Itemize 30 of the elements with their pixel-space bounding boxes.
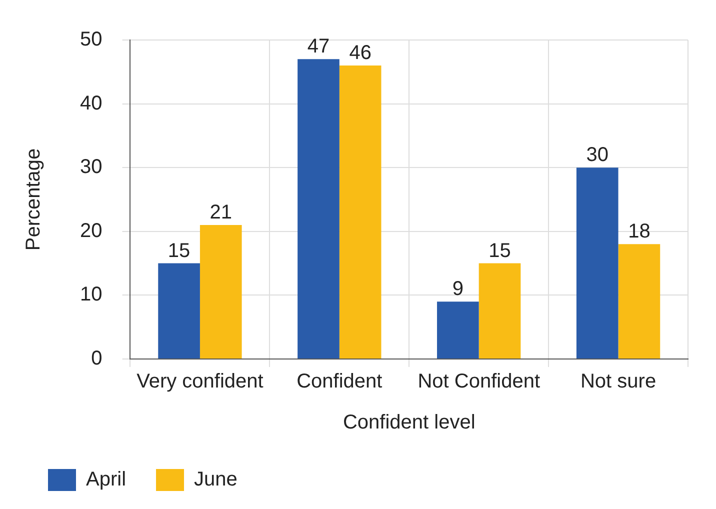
data-label: 15 (488, 240, 511, 262)
bar (437, 302, 479, 358)
legend-label: April (86, 468, 126, 491)
y-tick-label: 40 (80, 92, 102, 114)
data-label: 30 (586, 144, 608, 166)
y-tick-label: 20 (80, 220, 102, 242)
bar (478, 263, 521, 358)
y-tick-label: 0 (91, 348, 102, 370)
bar (576, 168, 618, 358)
y-tick-label: 30 (80, 156, 102, 178)
y-tick-label: 10 (80, 284, 102, 306)
data-label: 21 (210, 202, 232, 224)
x-tick-label: Very confident (136, 370, 264, 393)
bar (339, 66, 382, 358)
x-axis-title: Confident level (342, 412, 476, 434)
bar (158, 263, 200, 358)
bar (200, 225, 242, 358)
bar (298, 59, 340, 358)
bar (618, 244, 660, 358)
data-label: 47 (307, 36, 330, 58)
y-axis-title: Percentage (22, 148, 45, 251)
data-label: 46 (349, 42, 372, 64)
data-label: 9 (452, 278, 464, 300)
data-label: 15 (168, 240, 190, 262)
data-label: 18 (628, 220, 650, 243)
y-tick-label: 50 (80, 28, 102, 51)
x-tick-label: Confident (296, 370, 383, 393)
x-tick-label: Not Confident (418, 370, 540, 393)
x-tick-label: Not sure (580, 370, 656, 393)
legend-label: June (194, 468, 238, 491)
